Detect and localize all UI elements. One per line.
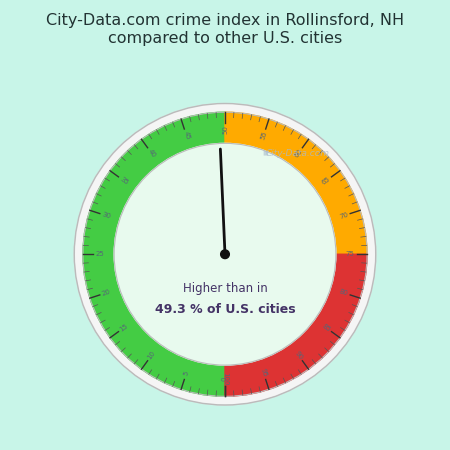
Text: 5: 5 — [183, 370, 190, 376]
Text: 40: 40 — [147, 148, 157, 159]
Text: 100: 100 — [222, 372, 228, 386]
Circle shape — [220, 250, 230, 259]
Wedge shape — [225, 254, 367, 396]
Text: 15: 15 — [119, 323, 130, 333]
Circle shape — [114, 144, 336, 365]
Text: 49.3 % of U.S. cities: 49.3 % of U.S. cities — [155, 303, 295, 316]
Text: 85: 85 — [320, 323, 331, 333]
Text: City-Data.com crime index in Rollinsford, NH
compared to other U.S. cities: City-Data.com crime index in Rollinsford… — [46, 14, 404, 46]
Wedge shape — [225, 112, 367, 254]
Text: 25: 25 — [96, 251, 105, 257]
Text: Higher than in: Higher than in — [183, 283, 267, 295]
Circle shape — [75, 104, 375, 404]
Circle shape — [74, 104, 376, 405]
Text: 95: 95 — [259, 368, 268, 378]
Text: 80: 80 — [338, 288, 349, 297]
Text: 65: 65 — [320, 176, 331, 186]
Text: ◼: ◼ — [262, 150, 268, 156]
Text: 75: 75 — [345, 251, 354, 257]
Text: 55: 55 — [259, 130, 268, 141]
Text: 10: 10 — [147, 350, 157, 360]
Text: 20: 20 — [101, 288, 112, 297]
Text: 35: 35 — [119, 176, 130, 186]
Wedge shape — [83, 112, 225, 396]
Text: 50: 50 — [222, 125, 228, 134]
Text: 0: 0 — [222, 377, 228, 381]
Text: 30: 30 — [101, 212, 112, 220]
Text: City-Data.com: City-Data.com — [266, 149, 330, 158]
Text: 70: 70 — [338, 212, 349, 220]
Text: 45: 45 — [182, 130, 191, 141]
Text: 90: 90 — [293, 350, 303, 360]
Text: 60: 60 — [293, 148, 303, 159]
